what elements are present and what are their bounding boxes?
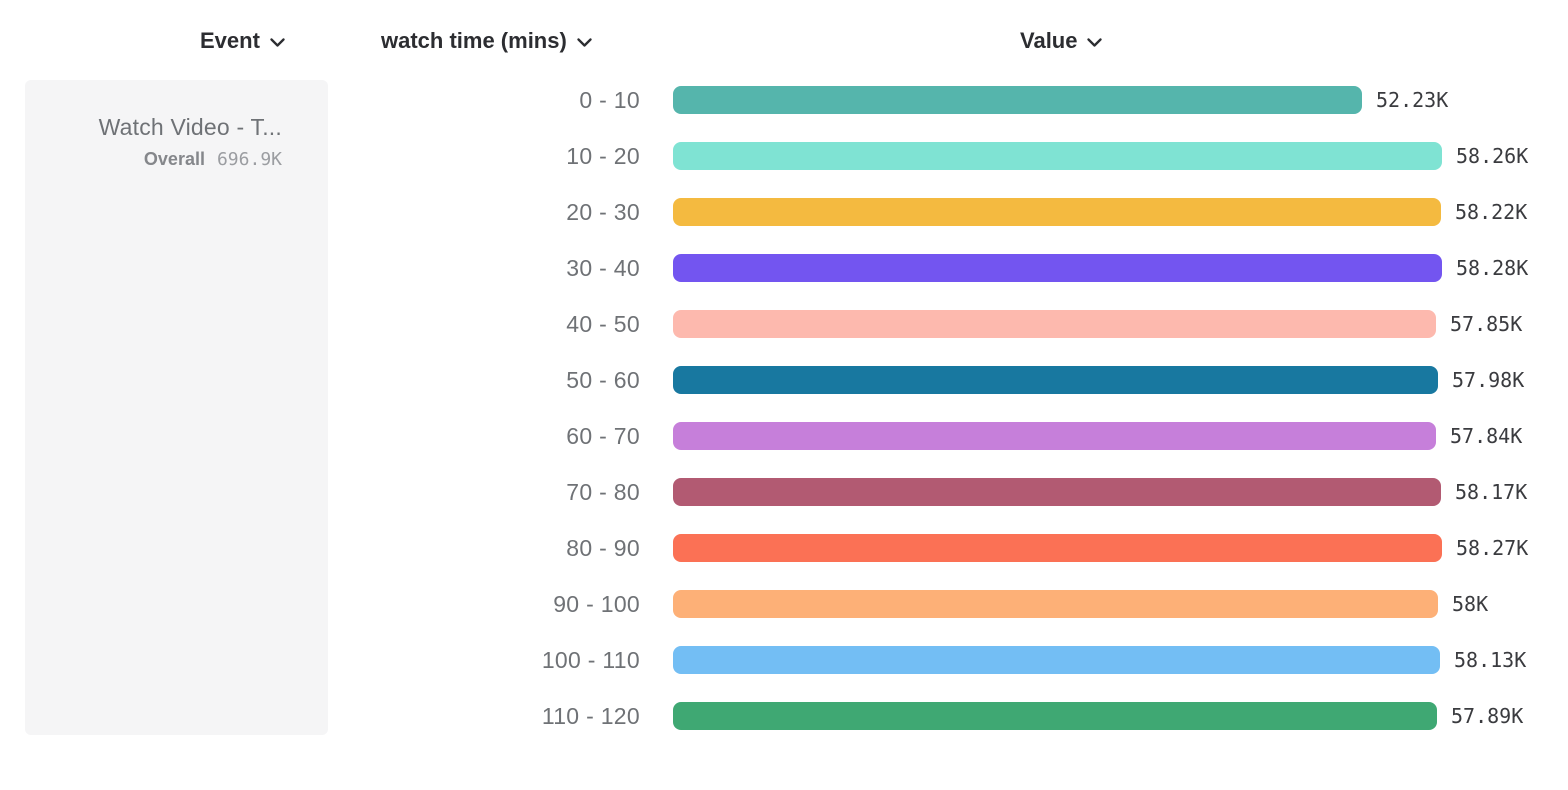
- overall-value: 696.9K: [216, 149, 282, 170]
- chevron-down-icon: [1087, 38, 1103, 47]
- bar[interactable]: [673, 702, 1437, 730]
- bar-value-label: 58.27K: [1456, 536, 1529, 560]
- bar-value-label: 58.26K: [1456, 144, 1529, 168]
- bar[interactable]: [673, 366, 1438, 394]
- bar[interactable]: [673, 422, 1436, 450]
- bar-value-label: 57.98K: [1452, 368, 1525, 392]
- chart-row: 10 - 20 58.26K: [0, 128, 1568, 184]
- chart-row: 40 - 50 57.85K: [0, 296, 1568, 352]
- overall-label: Overall: [143, 149, 205, 169]
- bar-category-label: 110 - 120: [541, 702, 640, 729]
- bar[interactable]: [673, 478, 1441, 506]
- bar-value-label: 57.89K: [1451, 704, 1524, 728]
- chevron-down-icon: [270, 38, 285, 47]
- chart-row: 50 - 60 57.98K: [0, 352, 1568, 408]
- column-header-label: Value: [1020, 28, 1078, 53]
- bar-category-label: 100 - 110: [541, 646, 640, 673]
- bar-value-label: 58.28K: [1456, 256, 1529, 280]
- event-card[interactable]: Watch Video - T... Overall 696.9K: [25, 80, 328, 735]
- bar-value-label: 57.85K: [1450, 312, 1523, 336]
- bar-category-label: 80 - 90: [566, 534, 640, 561]
- chart-row: 60 - 70 57.84K: [0, 408, 1568, 464]
- bar[interactable]: [673, 254, 1442, 282]
- bar-category-label: 90 - 100: [553, 590, 640, 617]
- bar-value-label: 52.23K: [1376, 88, 1449, 112]
- bar-value-label: 57.84K: [1450, 424, 1523, 448]
- chart-row: 100 - 110 58.13K: [0, 632, 1568, 688]
- bar[interactable]: [673, 646, 1440, 674]
- chart-row: 80 - 90 58.27K: [0, 520, 1568, 576]
- bar[interactable]: [673, 534, 1442, 562]
- chevron-down-icon: [577, 38, 592, 47]
- bar[interactable]: [673, 198, 1441, 226]
- event-title: Watch Video - T...: [98, 114, 282, 140]
- chart-row: 70 - 80 58.17K: [0, 464, 1568, 520]
- column-header-label: Event: [200, 28, 260, 53]
- chart-row: 0 - 10 52.23K: [0, 72, 1568, 128]
- bar-category-label: 20 - 30: [566, 198, 640, 225]
- bar[interactable]: [673, 310, 1436, 338]
- column-header-value[interactable]: Value: [1020, 28, 1103, 54]
- chart-row: 90 - 100 58K: [0, 576, 1568, 632]
- bar-value-label: 58.22K: [1455, 200, 1528, 224]
- column-header-event[interactable]: Event: [200, 28, 285, 54]
- bar[interactable]: [673, 86, 1362, 114]
- bar-category-label: 10 - 20: [566, 142, 640, 169]
- chart-row: 20 - 30 58.22K: [0, 184, 1568, 240]
- column-header-label: watch time (mins): [381, 28, 567, 53]
- bar-category-label: 70 - 80: [566, 478, 640, 505]
- chart-row: 30 - 40 58.28K: [0, 240, 1568, 296]
- event-overall-row: Overall 696.9K: [25, 149, 282, 170]
- column-header-watch-time[interactable]: watch time (mins): [381, 28, 592, 54]
- bar-category-label: 40 - 50: [566, 310, 640, 337]
- bar-value-label: 58K: [1452, 592, 1489, 616]
- bar-category-label: 60 - 70: [566, 422, 640, 449]
- chart-row: 110 - 120 57.89K: [0, 688, 1568, 744]
- bar[interactable]: [673, 142, 1442, 170]
- bar-value-label: 58.17K: [1455, 480, 1528, 504]
- bar-chart: 0 - 10 52.23K 10 - 20 58.26K 20 - 30 58.…: [0, 72, 1568, 744]
- bar[interactable]: [673, 590, 1438, 618]
- bar-category-label: 50 - 60: [566, 366, 640, 393]
- bar-value-label: 58.13K: [1454, 648, 1527, 672]
- bar-category-label: 0 - 10: [579, 86, 640, 113]
- bar-category-label: 30 - 40: [566, 254, 640, 281]
